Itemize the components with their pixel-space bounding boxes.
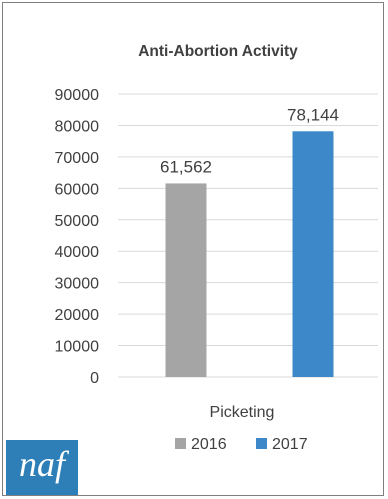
legend-label-2016: 2016 [191, 436, 227, 453]
y-tick-label: 80000 [55, 118, 100, 135]
data-label-2017: 78,144 [287, 105, 339, 124]
legend-swatch-2016 [175, 438, 186, 449]
bar-2016 [165, 183, 207, 377]
y-tick-label: 90000 [55, 87, 100, 104]
y-tick-label: 70000 [55, 150, 100, 167]
y-axis-ticks: 0 10000 20000 30000 40000 50000 60000 70000 8000… [55, 87, 100, 387]
chart-title: Anti-Abortion Activity [138, 43, 298, 60]
y-tick-label: 60000 [55, 181, 100, 198]
x-category-label: Picketing [210, 404, 275, 421]
naf-logo-text: naf [18, 444, 65, 484]
naf-logo: naf [6, 440, 78, 495]
x-axis-categories: Picketing [210, 404, 275, 421]
y-tick-label: 40000 [55, 244, 100, 261]
bars [165, 131, 334, 377]
legend-swatch-2017 [256, 438, 267, 449]
legend-label-2017: 2017 [272, 436, 308, 453]
y-tick-label: 20000 [55, 307, 100, 324]
y-tick-label: 0 [90, 370, 99, 387]
y-tick-label: 50000 [55, 213, 100, 230]
y-tick-label: 30000 [55, 276, 100, 293]
gridlines [118, 93, 378, 378]
bar-2017 [292, 131, 334, 377]
y-tick-label: 10000 [55, 339, 100, 356]
data-labels: 61,562 78,144 [160, 105, 339, 176]
chart-frame: Anti-Abortion Activity 0 10000 20000 30000 4… [2, 2, 384, 496]
legend: 2016 2017 [175, 436, 308, 453]
data-label-2016: 61,562 [160, 157, 212, 176]
chart-svg: Anti-Abortion Activity 0 10000 20000 30000 4… [55, 43, 378, 453]
